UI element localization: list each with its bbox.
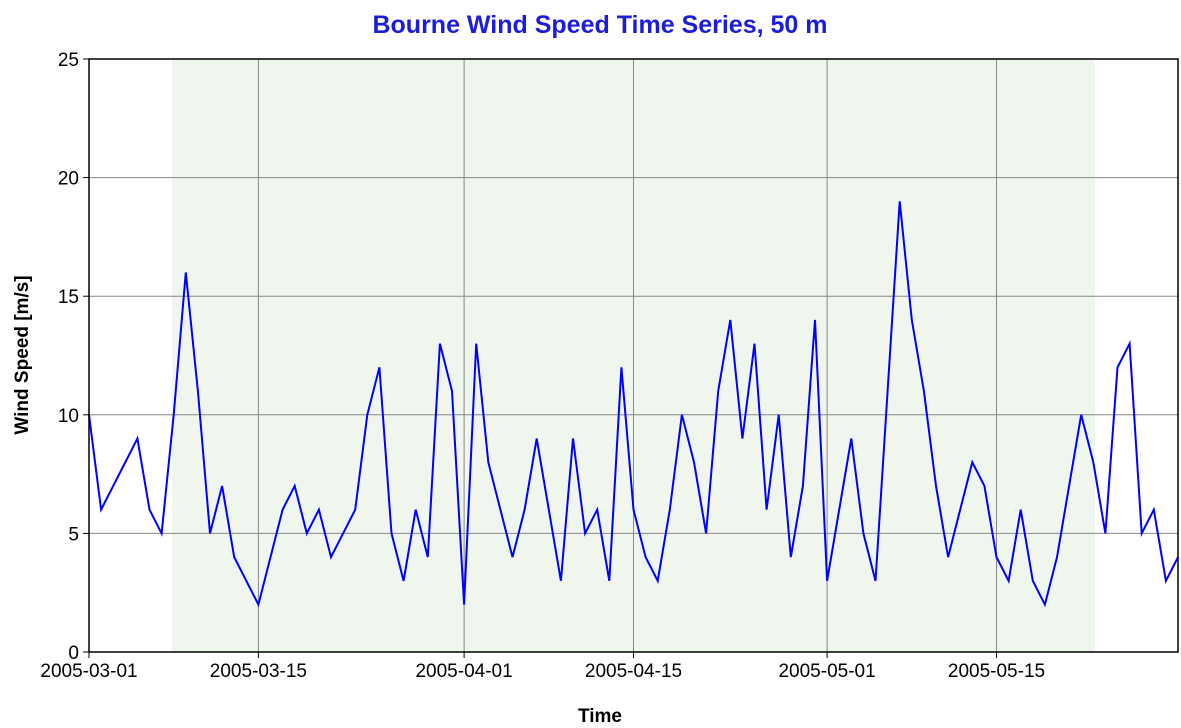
y-tick-label: 5 [68,524,79,545]
x-axis-label: Time [578,706,622,727]
x-tick-label: 2005-04-01 [415,661,512,682]
x-tick-label: 2005-05-15 [948,661,1045,682]
x-tick-label: 2005-05-01 [778,661,875,682]
y-tick-label: 25 [58,50,79,71]
x-tick-label: 2005-03-01 [40,661,137,682]
y-tick-label: 0 [68,643,79,664]
y-tick-label: 15 [58,287,79,308]
y-axis-label: Wind Speed [m/s] [12,275,33,434]
y-tick-label: 20 [58,169,79,190]
data-line [88,201,1179,608]
x-tick-label: 2005-03-15 [210,661,307,682]
x-tick-label: 2005-04-15 [585,661,682,682]
plot-frame [88,58,1179,653]
y-tick-label: 10 [58,406,79,427]
chart-title: Bourne Wind Speed Time Series, 50 m [372,11,827,39]
